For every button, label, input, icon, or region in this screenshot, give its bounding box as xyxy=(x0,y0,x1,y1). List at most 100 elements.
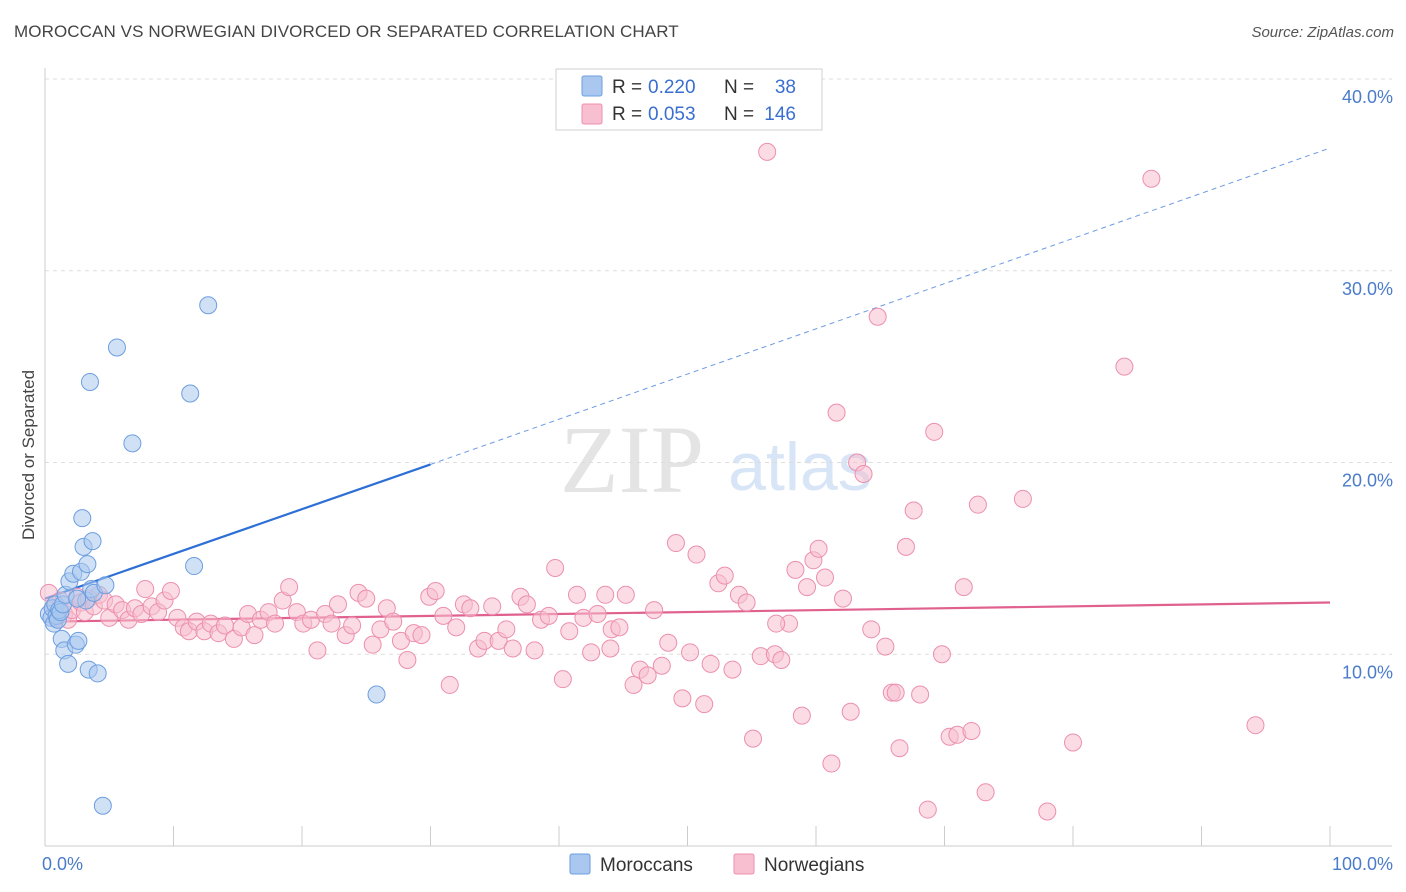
top-legend: R = 0.220 N = 38 R = 0.053 N = 146 xyxy=(555,68,823,131)
norwegian-point xyxy=(723,660,742,679)
grid-lines xyxy=(45,78,1392,655)
norwegian-point xyxy=(497,620,516,639)
axes xyxy=(44,68,1392,847)
norwegian-point xyxy=(822,754,841,773)
norwegian-point xyxy=(280,578,299,597)
y-tick-label: 40.0% xyxy=(1342,87,1393,107)
norwegian-point xyxy=(666,534,685,553)
norwegian-point xyxy=(744,729,763,748)
norwegian-point xyxy=(827,403,846,422)
norwegian-point xyxy=(968,495,987,514)
legend-n-label-1: N = xyxy=(724,77,754,98)
legend-n-value-1: 38 xyxy=(775,77,796,98)
y-tick-label: 30.0% xyxy=(1342,279,1393,299)
norwegian-point xyxy=(624,675,643,694)
norwegian-point xyxy=(1115,357,1134,376)
norwegian-point xyxy=(645,601,664,620)
moroccan-point xyxy=(181,384,200,403)
watermark-zip: ZIP xyxy=(560,406,704,513)
bottom-legend-label-moroccans: Moroccans xyxy=(600,855,693,876)
norwegian-point xyxy=(962,721,981,740)
legend-swatch-moroccans xyxy=(581,75,603,97)
moroccan-point xyxy=(59,654,78,673)
moroccan-point xyxy=(185,557,204,576)
norwegian-point xyxy=(426,581,445,600)
norwegian-point xyxy=(440,675,459,694)
moroccan-point xyxy=(68,589,87,608)
norwegian-point xyxy=(809,539,828,558)
norwegian-point xyxy=(447,618,466,637)
moroccan-point xyxy=(93,796,112,815)
moroccan-point xyxy=(80,372,99,391)
moroccan-point xyxy=(73,509,92,528)
norwegian-point xyxy=(308,641,327,660)
norwegian-point xyxy=(567,585,586,604)
legend-r-label-2: R = xyxy=(612,104,642,125)
norwegian-point xyxy=(363,635,382,654)
norwegian-point xyxy=(701,654,720,673)
norwegian-point xyxy=(136,580,155,599)
norwegian-point xyxy=(539,606,558,625)
norwegian-point xyxy=(954,578,973,597)
bottom-legend-label-norwegians: Norwegians xyxy=(764,855,864,876)
tick-labels: 10.0% 20.0% 30.0% 40.0% 0.0% 100.0% xyxy=(42,87,1393,874)
norwegian-point xyxy=(737,593,756,612)
norwegian-point xyxy=(862,620,881,639)
norwegian-point xyxy=(1013,489,1032,508)
moroccan-trend-line xyxy=(44,463,431,600)
legend-r-value-1: 0.220 xyxy=(648,77,696,98)
norwegian-point xyxy=(876,637,895,656)
norwegian-point xyxy=(868,307,887,326)
y-axis-label: Divorced or Separated xyxy=(19,370,38,540)
norwegian-point xyxy=(161,581,180,600)
norwegian-point xyxy=(833,589,852,608)
norwegian-point xyxy=(525,641,544,660)
norwegian-point xyxy=(652,656,671,675)
y-tick-label: 10.0% xyxy=(1342,662,1393,682)
moroccan-point xyxy=(83,532,102,551)
norwegian-point xyxy=(503,639,522,658)
data-points xyxy=(39,142,1265,821)
chart-source: Source: ZipAtlas.com xyxy=(1251,24,1394,41)
chart-title: MOROCCAN VS NORWEGIAN DIVORCED OR SEPARA… xyxy=(14,22,679,41)
x-tick-label-min: 0.0% xyxy=(42,854,83,874)
legend-swatch-norwegians xyxy=(581,103,603,125)
norwegian-point xyxy=(758,142,777,161)
bottom-legend: Moroccans Norwegians xyxy=(569,853,864,876)
norwegian-point xyxy=(1038,802,1057,821)
norwegian-point xyxy=(343,616,362,635)
norwegian-point xyxy=(517,595,536,614)
legend-n-value-2: 146 xyxy=(764,104,796,125)
norwegian-point xyxy=(322,614,341,633)
norwegian-point xyxy=(841,702,860,721)
moroccan-point xyxy=(367,685,386,704)
norwegian-point xyxy=(560,622,579,641)
norwegian-point xyxy=(911,685,930,704)
norwegian-point xyxy=(932,645,951,664)
norwegian-point xyxy=(659,633,678,652)
legend-n-label-2: N = xyxy=(724,104,754,125)
norwegian-point xyxy=(925,422,944,441)
norwegian-point xyxy=(1142,169,1161,188)
norwegian-point xyxy=(854,465,873,484)
norwegian-point xyxy=(786,560,805,579)
norwegian-point xyxy=(772,651,791,670)
norwegian-point xyxy=(553,670,572,689)
norwegian-point xyxy=(357,589,376,608)
legend-r-value-2: 0.053 xyxy=(648,104,696,125)
moroccan-point xyxy=(78,555,97,574)
norwegian-point xyxy=(384,612,403,631)
moroccan-point xyxy=(96,576,115,595)
norwegian-point xyxy=(588,604,607,623)
bottom-legend-swatch-norwegians xyxy=(733,853,755,875)
norwegian-point xyxy=(886,683,905,702)
norwegian-point xyxy=(890,739,909,758)
norwegian-point xyxy=(681,643,700,662)
y-tick-label: 20.0% xyxy=(1342,471,1393,491)
norwegian-point xyxy=(767,614,786,633)
norwegian-point xyxy=(398,651,417,670)
norwegian-point xyxy=(266,614,285,633)
moroccan-point xyxy=(107,338,126,357)
norwegian-point xyxy=(582,643,601,662)
